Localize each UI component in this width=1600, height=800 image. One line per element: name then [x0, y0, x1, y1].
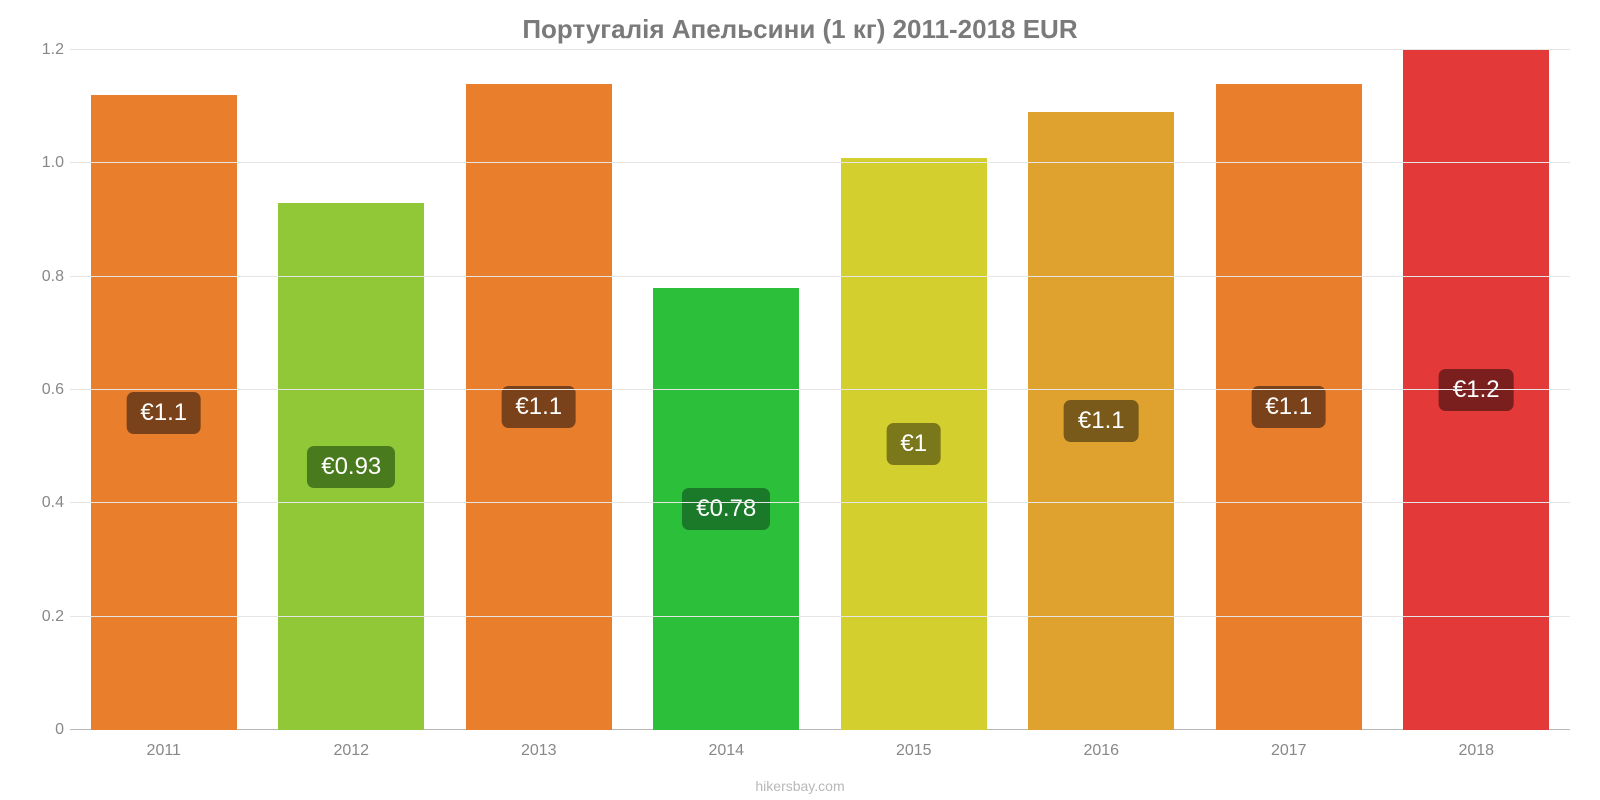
y-tick-label: 0.6 — [26, 381, 64, 399]
grid-line — [70, 616, 1570, 617]
bar: €1.1 — [1216, 84, 1362, 730]
y-tick-label: 1.2 — [26, 41, 64, 59]
grid-line — [70, 502, 1570, 503]
value-label: €1.1 — [1064, 400, 1139, 442]
x-tick-label: 2018 — [1458, 742, 1494, 760]
bar-slot: €1.12011 — [70, 50, 258, 730]
value-label: €1.1 — [126, 392, 201, 434]
x-tick-label: 2012 — [333, 742, 369, 760]
value-label: €1.2 — [1439, 369, 1514, 411]
x-tick-label: 2013 — [521, 742, 557, 760]
bar: €1 — [841, 158, 987, 730]
bar: €1.1 — [1028, 112, 1174, 730]
y-tick-label: 0.8 — [26, 268, 64, 286]
x-tick-label: 2015 — [896, 742, 932, 760]
bar-slot: €0.782014 — [633, 50, 821, 730]
attribution-text: hikersbay.com — [0, 778, 1600, 794]
grid-line — [70, 49, 1570, 50]
x-tick-label: 2011 — [147, 742, 181, 760]
chart-title: Португалія Апельсини (1 кг) 2011-2018 EU… — [0, 0, 1600, 45]
value-label: €1 — [886, 423, 941, 465]
plot-area: €1.12011€0.932012€1.12013€0.782014€12015… — [70, 50, 1570, 730]
bar: €0.93 — [278, 203, 424, 730]
grid-line — [70, 276, 1570, 277]
x-tick-label: 2017 — [1271, 742, 1307, 760]
bar: €1.1 — [91, 95, 237, 730]
grid-line — [70, 162, 1570, 163]
bar-slot: €0.932012 — [258, 50, 446, 730]
value-label: €1.1 — [1251, 386, 1326, 428]
x-tick-label: 2016 — [1083, 742, 1119, 760]
bar-slot: €1.22018 — [1383, 50, 1571, 730]
bar: €0.78 — [653, 288, 799, 730]
bar-slot: €1.12013 — [445, 50, 633, 730]
y-tick-label: 0.2 — [26, 608, 64, 626]
grid-line — [70, 389, 1570, 390]
bar-slot: €12015 — [820, 50, 1008, 730]
y-tick-label: 0 — [26, 721, 64, 739]
value-label: €0.93 — [307, 446, 395, 488]
value-label: €0.78 — [682, 488, 770, 530]
bar-slot: €1.12017 — [1195, 50, 1383, 730]
x-tick-label: 2014 — [708, 742, 744, 760]
y-tick-label: 0.4 — [26, 494, 64, 512]
bars-container: €1.12011€0.932012€1.12013€0.782014€12015… — [70, 50, 1570, 730]
y-tick-label: 1.0 — [26, 154, 64, 172]
bar: €1.2 — [1403, 50, 1549, 730]
bar: €1.1 — [466, 84, 612, 730]
price-bar-chart: Португалія Апельсини (1 кг) 2011-2018 EU… — [0, 0, 1600, 800]
bar-slot: €1.12016 — [1008, 50, 1196, 730]
value-label: €1.1 — [501, 386, 576, 428]
